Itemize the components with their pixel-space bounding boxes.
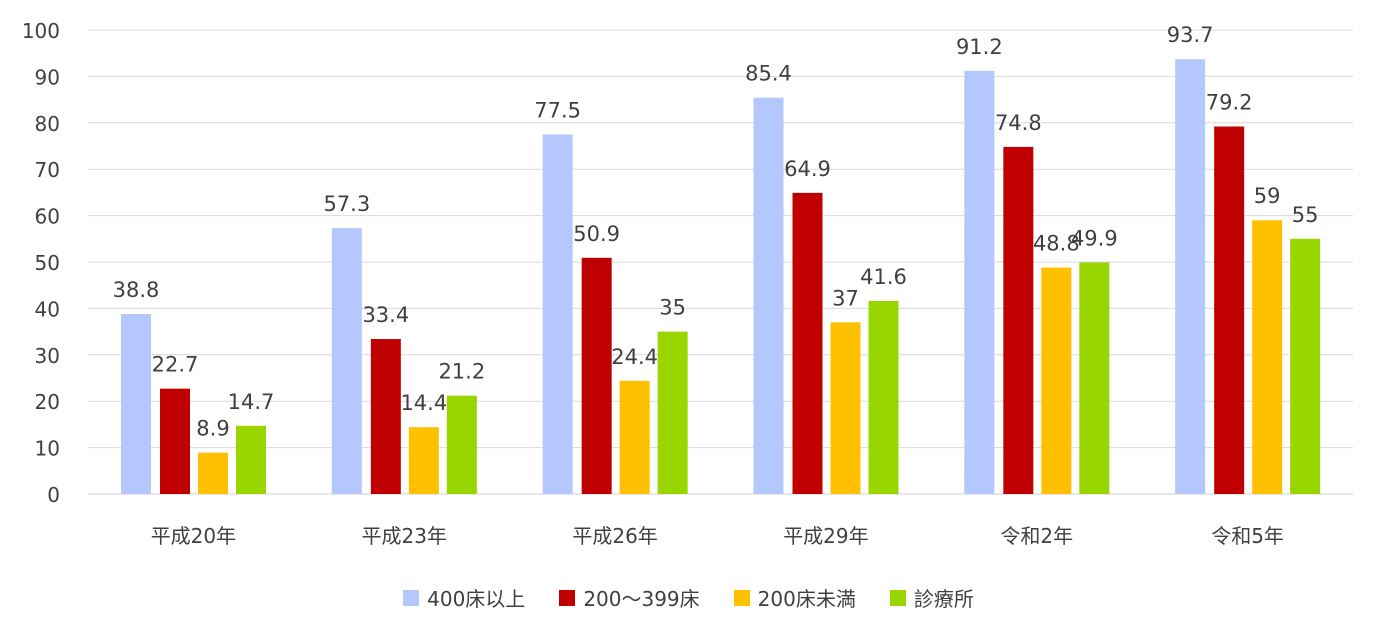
y-tick-label: 20	[35, 390, 60, 414]
data-label: 21.2	[438, 360, 485, 384]
data-label: 49.9	[1071, 226, 1118, 250]
x-tick-label: 平成26年	[572, 524, 657, 548]
legend: 400床以上 200～399床 200床未満 診療所	[0, 583, 1377, 612]
bar	[198, 452, 228, 494]
data-label: 41.6	[860, 265, 907, 289]
bar	[1252, 220, 1283, 495]
bar	[1079, 262, 1110, 494]
y-tick-label: 60	[35, 205, 60, 229]
y-tick-label: 90	[35, 65, 60, 89]
bar	[792, 192, 823, 494]
bar	[408, 427, 439, 494]
bar	[542, 134, 573, 494]
data-label: 24.4	[611, 345, 658, 369]
y-tick-label: 50	[35, 251, 60, 275]
legend-item: 200床未満	[733, 583, 856, 612]
legend-label: 200床未満	[757, 587, 856, 611]
bar	[1214, 126, 1245, 495]
bar	[331, 228, 362, 495]
data-label: 14.7	[228, 390, 275, 414]
data-label: 37	[832, 286, 859, 310]
bar	[446, 395, 477, 494]
bar	[121, 313, 151, 494]
legend-item: 200～399床	[559, 583, 700, 612]
data-label: 91.2	[956, 35, 1003, 59]
legend-swatch	[889, 589, 906, 606]
data-label: 59	[1254, 184, 1281, 208]
legend-swatch	[559, 589, 576, 606]
legend-label: 400床以上	[427, 587, 526, 611]
data-label: 55	[1292, 203, 1319, 227]
x-tick-label: 令和2年	[1000, 524, 1073, 548]
data-label: 64.9	[784, 157, 831, 181]
data-label: 33.4	[362, 303, 409, 327]
data-label: 38.8	[113, 278, 160, 302]
x-tick-label: 平成20年	[151, 524, 236, 548]
bar	[830, 322, 861, 494]
y-tick-label: 80	[35, 112, 60, 136]
bar	[964, 70, 995, 494]
bar	[619, 380, 650, 494]
data-label: 14.4	[400, 391, 447, 415]
data-label: 77.5	[534, 98, 581, 122]
bar	[236, 425, 266, 494]
bar	[1290, 238, 1321, 494]
legend-swatch	[733, 589, 750, 606]
data-label: 22.7	[152, 353, 199, 377]
data-label: 74.8	[995, 111, 1042, 135]
y-tick-label: 70	[35, 158, 60, 182]
legend-item: 400床以上	[403, 583, 525, 612]
y-tick-label: 10	[35, 437, 60, 461]
x-tick-label: 令和5年	[1211, 524, 1284, 548]
data-label: 35	[659, 296, 686, 320]
data-label: 8.9	[196, 417, 229, 441]
data-label: 48.8	[1033, 232, 1080, 256]
bar	[1041, 267, 1072, 494]
bar	[868, 300, 899, 494]
bar	[657, 331, 688, 494]
bar	[581, 257, 612, 494]
legend-label: 200～399床	[583, 587, 700, 611]
data-label: 50.9	[573, 222, 620, 246]
legend-swatch	[403, 589, 420, 606]
y-tick-label: 30	[35, 344, 60, 368]
bar-chart: 0 10 20 30 40 50 60 70 80 90 100 平成20年 38.8 22.7 8.9 14…	[22, 19, 1353, 548]
y-tick-label: 40	[35, 297, 60, 321]
bar	[1175, 59, 1206, 495]
bar	[160, 388, 190, 494]
y-tick-label: 100	[22, 19, 60, 43]
data-label: 57.3	[323, 192, 370, 216]
bar	[370, 339, 401, 494]
y-tick-label: 0	[47, 483, 60, 507]
data-label: 93.7	[1167, 23, 1214, 47]
x-tick-label: 平成23年	[362, 524, 447, 548]
legend-item: 診療所	[889, 583, 974, 612]
legend-label: 診療所	[913, 587, 974, 611]
data-label: 79.2	[1206, 91, 1253, 115]
data-label: 85.4	[745, 62, 792, 86]
x-tick-label: 平成29年	[783, 524, 868, 548]
bar	[753, 97, 784, 494]
bar	[1003, 146, 1034, 495]
